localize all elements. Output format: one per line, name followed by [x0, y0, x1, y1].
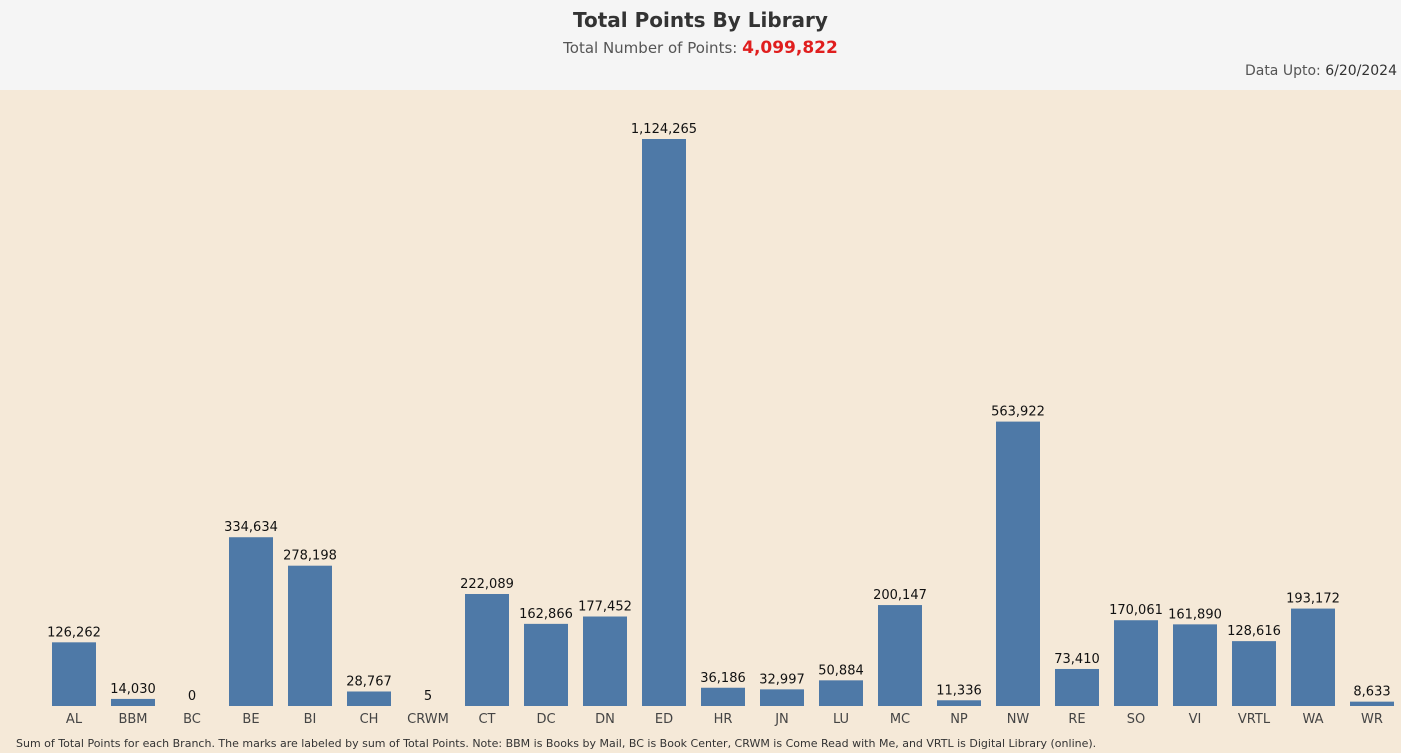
x-tick-label-al: AL	[66, 712, 83, 727]
x-tick-label-dn: DN	[595, 712, 615, 727]
bar-value-label-mc: 200,147	[873, 588, 927, 603]
bar-so[interactable]	[1114, 620, 1158, 706]
bar-value-label-wa: 193,172	[1286, 592, 1340, 607]
bar-value-label-wr: 8,633	[1353, 685, 1390, 700]
bar-wa[interactable]	[1291, 608, 1335, 706]
bar-value-label-ct: 222,089	[460, 577, 514, 592]
bar-value-label-ch: 28,767	[346, 674, 392, 689]
bar-value-label-be: 334,634	[224, 520, 278, 535]
bar-re[interactable]	[1055, 668, 1099, 706]
bar-value-label-bi: 278,198	[283, 549, 337, 564]
total-points-value: 4,099,822	[742, 38, 838, 58]
x-tick-label-mc: MC	[890, 712, 910, 727]
bar-value-label-dc: 162,866	[519, 607, 573, 622]
bar-dn[interactable]	[583, 616, 627, 706]
x-tick-label-ch: CH	[360, 712, 379, 727]
bar-ct[interactable]	[465, 593, 509, 706]
x-tick-label-bc: BC	[183, 712, 201, 727]
bar-ed[interactable]	[642, 139, 686, 706]
chart-subtitle: Total Number of Points: 4,099,822	[0, 38, 1401, 58]
bar-chart: 126,262 AL 14,030 BBM 0 BC 334,634 BE 278,198 BI 2…	[47, 122, 1394, 727]
total-points-label: Total Number of Points:	[563, 39, 738, 57]
x-tick-label-crwm: CRWM	[407, 712, 449, 727]
x-tick-label-lu: LU	[833, 712, 849, 727]
x-tick-label-np: NP	[950, 712, 968, 727]
x-tick-label-wa: WA	[1302, 712, 1323, 727]
bar-hr[interactable]	[701, 687, 745, 706]
bar-value-label-bbm: 14,030	[110, 682, 156, 697]
x-tick-label-dc: DC	[536, 712, 555, 727]
x-tick-label-so: SO	[1127, 712, 1145, 727]
bar-value-label-re: 73,410	[1054, 652, 1100, 667]
bar-value-label-np: 11,336	[936, 683, 982, 698]
x-tick-label-bi: BI	[304, 712, 317, 727]
data-upto-date: 6/20/2024	[1325, 63, 1397, 79]
footnote: Sum of Total Points for each Branch. The…	[16, 737, 1097, 750]
bar-al[interactable]	[52, 642, 96, 706]
bar-value-label-bc: 0	[188, 689, 196, 704]
bar-value-label-vi: 161,890	[1168, 607, 1222, 622]
bar-value-label-hr: 36,186	[700, 671, 746, 686]
x-tick-label-ct: CT	[478, 712, 495, 727]
bar-nw[interactable]	[996, 421, 1040, 706]
bar-bi[interactable]	[288, 565, 332, 706]
bar-value-label-al: 126,262	[47, 625, 101, 640]
bar-value-label-ed: 1,124,265	[631, 122, 697, 137]
bar-vrtl[interactable]	[1232, 641, 1276, 706]
x-tick-label-bbm: BBM	[118, 712, 147, 727]
bar-value-label-nw: 563,922	[991, 405, 1045, 420]
x-tick-label-nw: NW	[1007, 712, 1030, 727]
x-tick-label-hr: HR	[714, 712, 733, 727]
data-upto: Data Upto: 6/20/2024	[1245, 63, 1397, 79]
bar-ch[interactable]	[347, 691, 391, 706]
bar-value-label-lu: 50,884	[818, 663, 864, 678]
bar-be[interactable]	[229, 537, 273, 706]
x-tick-label-re: RE	[1068, 712, 1085, 727]
chart-area: 126,262 AL 14,030 BBM 0 BC 334,634 BE 278,198 BI 2…	[0, 90, 1401, 753]
bar-wr[interactable]	[1350, 701, 1394, 706]
header: Total Points By Library Total Number of …	[0, 0, 1401, 90]
bar-vi[interactable]	[1173, 624, 1217, 706]
bar-jn[interactable]	[760, 689, 804, 706]
x-tick-label-be: BE	[242, 712, 259, 727]
bar-mc[interactable]	[878, 605, 922, 706]
x-tick-label-ed: ED	[655, 712, 673, 727]
x-tick-label-vi: VI	[1189, 712, 1202, 727]
bar-np[interactable]	[937, 700, 981, 706]
chart-title: Total Points By Library	[573, 8, 828, 32]
bar-value-label-dn: 177,452	[578, 600, 632, 615]
bar-value-label-jn: 32,997	[759, 672, 805, 687]
bar-value-label-vrtl: 128,616	[1227, 624, 1281, 639]
bar-value-label-so: 170,061	[1109, 603, 1163, 618]
x-tick-label-jn: JN	[774, 712, 789, 727]
bar-lu[interactable]	[819, 680, 863, 706]
x-tick-label-wr: WR	[1361, 712, 1383, 727]
bar-dc[interactable]	[524, 623, 568, 706]
bar-bbm[interactable]	[111, 698, 155, 706]
bar-value-label-crwm: 5	[424, 689, 432, 704]
x-tick-label-vrtl: VRTL	[1238, 712, 1271, 727]
data-upto-label: Data Upto:	[1244, 63, 1321, 79]
